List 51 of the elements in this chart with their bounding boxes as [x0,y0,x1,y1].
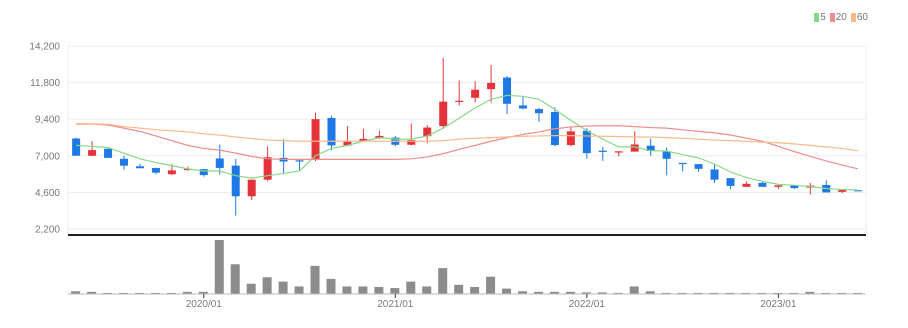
candlestick [582,128,591,160]
bar [630,286,639,294]
y-tick-label: 11,800 [30,78,60,90]
candlestick [88,140,96,157]
candlestick [471,80,480,104]
y-tick-label: 2,200 [34,224,60,236]
bar [454,284,464,294]
candlestick [248,179,256,201]
bar [470,286,480,294]
line-series [76,94,859,191]
bar [486,276,496,294]
candlestick [598,146,607,162]
bar [230,264,240,294]
bar [342,286,352,294]
candlestick [455,80,464,106]
x-tick-label: 2020/01 [186,299,222,310]
y-tick-label: 7,000 [34,151,60,162]
y-tick-label: 4,600 [34,188,60,199]
candlestick [662,147,671,176]
bar [422,286,432,294]
bar [406,282,416,294]
x-tick-label: 2021/01 [377,299,414,310]
bar [214,240,224,294]
bar [358,286,368,294]
bar [326,278,336,294]
candlestick [726,178,734,190]
bar [262,277,272,294]
bar [246,284,256,294]
bar [294,286,304,294]
bar [502,288,512,294]
candlestick [216,144,224,175]
candlestick [710,164,719,184]
bar [374,286,384,294]
bar [278,282,288,294]
candlestick [487,64,496,104]
bar [390,288,400,294]
legend-label: 20 [836,12,847,23]
legend-label: 5 [820,12,826,23]
candlestick [519,96,528,110]
candlestick [120,155,128,170]
x-tick-label: 2023/01 [760,299,797,310]
y-tick-label: 14,200 [29,42,60,53]
legend-label: 60 [856,12,868,23]
bar [310,266,320,294]
x-tick-label: 2022/01 [568,299,606,310]
candlestick [566,127,575,147]
bar [438,268,448,294]
candlestick [104,148,112,158]
candlestick [534,107,543,122]
y-tick-label: 9,400 [34,114,60,126]
candlestick [168,164,176,176]
